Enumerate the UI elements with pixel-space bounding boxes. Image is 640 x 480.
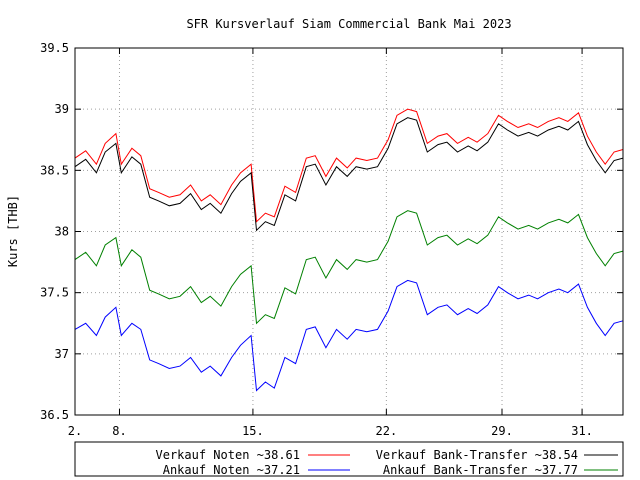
- x-tick-label: 31.: [571, 424, 593, 438]
- legend-label: Ankauf Noten ~37.21: [163, 463, 300, 477]
- y-tick-label: 36.5: [40, 408, 69, 422]
- y-tick-label: 38.5: [40, 163, 69, 177]
- y-tick-label: 37.5: [40, 286, 69, 300]
- y-tick-label: 39: [55, 102, 69, 116]
- x-tick-label: 22.: [376, 424, 398, 438]
- series-line-1: [74, 108, 624, 223]
- grid-lines: [75, 48, 623, 415]
- chart-title: SFR Kursverlauf Siam Commercial Bank Mai…: [186, 17, 511, 31]
- series-lines: [74, 108, 624, 392]
- plot-frame: [74, 47, 624, 416]
- x-axis-ticks: 2. 8. 15. 22. 29. 31.: [68, 48, 593, 438]
- series-line-4: [74, 210, 624, 325]
- series-line-2: [74, 279, 624, 392]
- legend-label: Ankauf Bank-Transfer ~37.77: [383, 463, 578, 477]
- x-tick-label: 29.: [491, 424, 513, 438]
- y-axis-ticks: 36.5 37 37.5 38 38.5 39 39.5: [40, 41, 623, 422]
- y-axis-label: Kurs [THB]: [6, 195, 20, 267]
- x-tick-label: 2.: [68, 424, 82, 438]
- y-tick-label: 37: [55, 347, 69, 361]
- y-tick-label: 38: [55, 225, 69, 239]
- y-tick-label: 39.5: [40, 41, 69, 55]
- legend-label: Verkauf Noten ~38.61: [156, 448, 301, 462]
- x-tick-label: 8.: [112, 424, 126, 438]
- x-tick-label: 15.: [242, 424, 264, 438]
- legend-label: Verkauf Bank-Transfer ~38.54: [376, 448, 578, 462]
- series-line-3: [74, 117, 624, 232]
